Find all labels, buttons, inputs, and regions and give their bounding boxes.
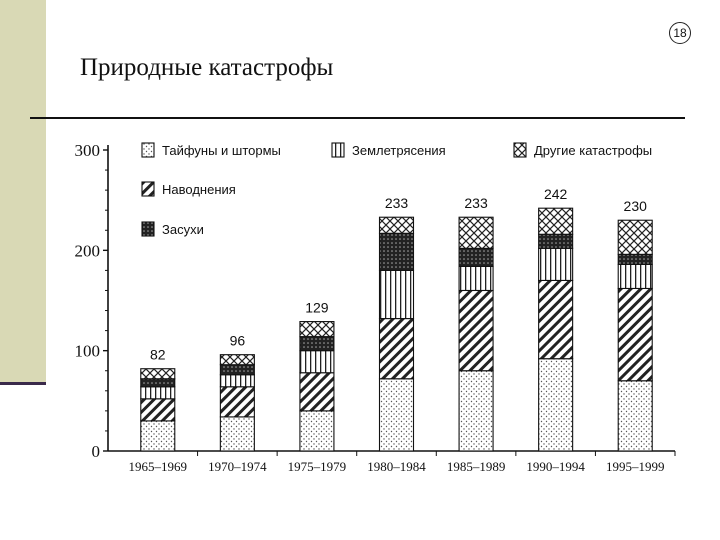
legend-swatch — [141, 181, 155, 197]
slide-number: 18 — [669, 22, 691, 44]
bar-total-label: 96 — [230, 333, 246, 349]
slide-title: Природные катастрофы — [80, 54, 334, 81]
bar-segment — [219, 386, 255, 418]
bar-total-label: 242 — [544, 186, 568, 202]
bar-segment — [458, 247, 494, 267]
bar-segment — [219, 364, 255, 376]
bar-segment — [219, 374, 255, 388]
legend-label: Засухи — [162, 222, 204, 237]
y-tick-label: 0 — [92, 442, 101, 461]
bar-segment — [219, 416, 255, 452]
bar-total-label: 233 — [385, 195, 409, 211]
title-divider — [30, 117, 685, 119]
legend-swatch — [141, 142, 155, 158]
bar-segment — [538, 279, 574, 360]
bar-segment — [538, 358, 574, 452]
legend-swatch — [331, 142, 345, 158]
bar-total-label: 233 — [464, 195, 488, 211]
bar-segment — [299, 410, 335, 452]
bar-segment — [458, 289, 494, 372]
legend-swatch — [513, 142, 527, 158]
bar-segment — [140, 398, 176, 422]
bar-segment — [458, 216, 494, 249]
bar-total-label: 230 — [624, 198, 648, 214]
bar-segment — [140, 378, 176, 388]
x-category-label: 1980–1984 — [367, 459, 426, 474]
y-tick-label: 300 — [75, 141, 101, 160]
y-tick-label: 100 — [75, 342, 101, 361]
bar-segment — [219, 354, 255, 366]
side-decor-bar — [0, 0, 46, 384]
bar-segment — [378, 378, 415, 452]
bar-segment — [458, 265, 494, 292]
x-category-label: 1970–1974 — [208, 459, 267, 474]
bar-segment — [299, 350, 335, 374]
legend-swatch — [141, 221, 155, 237]
x-category-label: 1995–1999 — [606, 459, 665, 474]
legend-label: Наводнения — [162, 182, 236, 197]
bar-segment — [299, 336, 335, 352]
side-decor-line — [0, 382, 46, 385]
legend-label: Землетрясения — [352, 143, 446, 158]
bar-segment — [458, 370, 494, 452]
bar-segment — [378, 232, 415, 271]
bar-segment — [140, 386, 176, 400]
bar-segment — [617, 263, 653, 290]
bar-total-label: 129 — [305, 300, 329, 316]
bar-segment — [617, 380, 653, 452]
bar-total-label: 82 — [150, 347, 166, 363]
bar-segment — [538, 233, 574, 249]
bar-segment — [299, 372, 335, 412]
bar-segment — [617, 253, 653, 265]
bar-segment — [378, 216, 415, 234]
x-category-label: 1965–1969 — [129, 459, 188, 474]
x-category-label: 1990–1994 — [526, 459, 585, 474]
y-tick-label: 200 — [75, 241, 101, 260]
bar-segment — [299, 321, 335, 338]
bar-segment — [617, 219, 653, 255]
legend-label: Другие катастрофы — [534, 143, 652, 158]
x-category-label: 1975–1979 — [288, 459, 347, 474]
bar-segment — [378, 269, 415, 320]
x-category-label: 1985–1989 — [447, 459, 506, 474]
bar-segment — [538, 207, 574, 235]
legend-label: Тайфуны и штормы — [162, 143, 281, 158]
stacked-bar-chart: 0 100 200 300 82 1965–1969 96 1970–1974 129 1975… — [75, 141, 676, 474]
bar-segment — [140, 420, 176, 452]
bar-segment — [617, 287, 653, 382]
bar-segment — [538, 247, 574, 281]
bar-segment — [140, 368, 176, 380]
bar-segment — [378, 318, 415, 380]
